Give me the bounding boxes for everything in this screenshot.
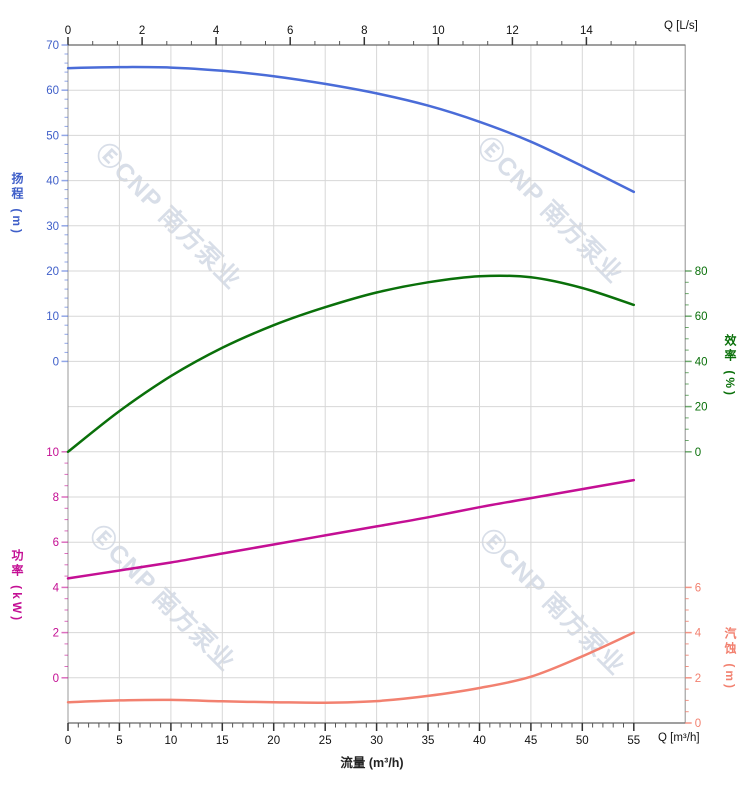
npsh-curve — [66, 631, 636, 704]
svg-text:8: 8 — [361, 25, 367, 37]
svg-text:10: 10 — [165, 735, 178, 747]
svg-text:30: 30 — [46, 221, 59, 233]
svg-text:0: 0 — [65, 25, 71, 37]
power-curve — [66, 478, 636, 580]
svg-text:4: 4 — [53, 582, 60, 594]
svg-text:20: 20 — [46, 266, 59, 278]
power-axis-title: 功率 (kW) — [10, 548, 24, 624]
svg-text:40: 40 — [46, 176, 59, 188]
svg-text:6: 6 — [287, 25, 293, 37]
svg-text:4: 4 — [695, 628, 702, 640]
svg-text:15: 15 — [216, 735, 229, 747]
head-axis: 70 60 50 40 30 20 10 0 — [46, 40, 68, 368]
efficiency-axis-title: 效率 (%) — [723, 334, 737, 398]
svg-text:5: 5 — [116, 735, 122, 747]
svg-text:55: 55 — [627, 735, 640, 747]
svg-text:0: 0 — [53, 673, 59, 685]
x-axis-title: 流量 (m³/h) — [340, 756, 404, 770]
svg-text:80: 80 — [695, 266, 708, 278]
svg-text:4: 4 — [213, 25, 220, 37]
svg-text:20: 20 — [695, 402, 708, 414]
svg-text:10: 10 — [432, 25, 445, 37]
npsh-axis: 6 4 2 0 — [685, 582, 702, 730]
svg-text:0: 0 — [65, 735, 71, 747]
svg-text:0: 0 — [695, 718, 701, 730]
svg-text:40: 40 — [473, 735, 486, 747]
svg-text:12: 12 — [506, 25, 519, 37]
top-axis-unit-label: Q [L/s] — [664, 20, 698, 32]
bottom-axis: 0 5 10 15 20 25 30 35 40 45 50 55 — [65, 723, 640, 747]
eff-curve — [66, 274, 636, 454]
svg-text:14: 14 — [580, 25, 593, 37]
svg-text:45: 45 — [525, 735, 538, 747]
svg-text:70: 70 — [46, 40, 59, 52]
svg-text:30: 30 — [370, 735, 383, 747]
power-axis: 10 8 6 4 2 0 — [46, 447, 68, 685]
head-axis-title: 扬程 (m) — [10, 172, 24, 236]
svg-text:35: 35 — [422, 735, 435, 747]
svg-text:6: 6 — [695, 582, 701, 594]
svg-text:50: 50 — [46, 130, 59, 142]
svg-text:0: 0 — [53, 356, 59, 368]
svg-text:8: 8 — [53, 492, 59, 504]
svg-text:60: 60 — [46, 85, 59, 97]
svg-text:60: 60 — [695, 311, 708, 323]
svg-text:50: 50 — [576, 735, 589, 747]
top-axis: 0 2 4 6 8 10 12 14 — [65, 25, 637, 45]
svg-text:10: 10 — [46, 311, 59, 323]
svg-text:40: 40 — [695, 356, 708, 368]
svg-text:2: 2 — [695, 673, 701, 685]
bottom-axis-unit-label: Q [m³/h] — [658, 732, 700, 744]
svg-text:25: 25 — [319, 735, 332, 747]
npsh-axis-title: 汽蚀 (m) — [723, 627, 737, 691]
svg-text:2: 2 — [53, 628, 59, 640]
svg-text:0: 0 — [695, 447, 701, 459]
svg-text:2: 2 — [139, 25, 145, 37]
svg-text:6: 6 — [53, 537, 59, 549]
eff-axis: 80 60 40 20 0 — [685, 266, 707, 459]
svg-text:20: 20 — [267, 735, 280, 747]
head-curve — [66, 65, 636, 194]
svg-text:10: 10 — [46, 447, 59, 459]
